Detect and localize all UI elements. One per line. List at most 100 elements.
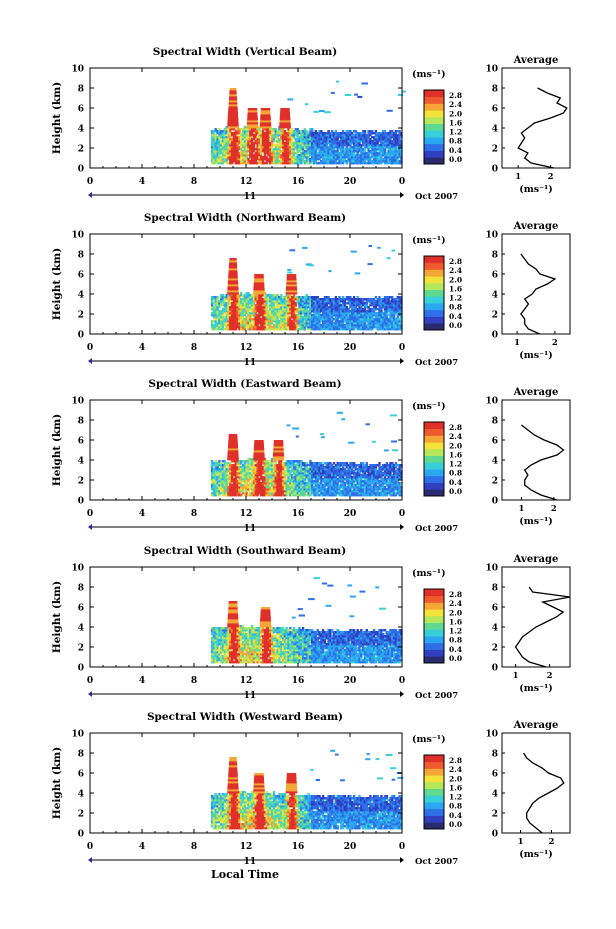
heatmap-cell — [272, 318, 276, 321]
heatmap-cell — [227, 314, 230, 317]
heatmap-cell — [369, 160, 372, 163]
heatmap-cell — [236, 480, 239, 483]
heatmap-cell — [210, 320, 214, 323]
heatmap-cell — [371, 328, 374, 331]
heatmap-cell — [356, 132, 359, 135]
heatmap-cell — [276, 308, 279, 311]
heatmap-cell — [272, 154, 276, 157]
heatmap-cell — [265, 148, 268, 151]
heatmap-cell — [214, 144, 217, 147]
heatmap-cell — [334, 142, 338, 145]
heatmap-cell — [280, 300, 283, 303]
heatmap-cell — [214, 156, 217, 159]
heatmap-cell — [345, 144, 348, 147]
heatmap-cell — [296, 148, 299, 151]
heatmap-cell — [383, 136, 387, 139]
heatmap-cell — [323, 312, 327, 315]
heatmap-cell — [387, 156, 390, 159]
heatmap-cell — [321, 146, 325, 149]
heatmap-cell — [256, 482, 259, 485]
heatmap-cell — [296, 154, 299, 157]
heatmap-cell — [272, 492, 276, 495]
heatmap-cell — [309, 464, 312, 467]
heatmap-cell — [269, 328, 272, 331]
heatmap-cell — [216, 480, 219, 483]
heatmap-cell — [261, 138, 265, 141]
heatmap-cell — [225, 298, 228, 301]
heatmap-cell — [210, 144, 214, 147]
heatmap-cell — [400, 306, 403, 309]
heatmap-cell — [256, 300, 259, 303]
heatmap-cell — [387, 142, 390, 145]
heatmap-cell — [210, 300, 214, 303]
heatmap-cell — [398, 138, 401, 141]
heatmap-cell — [269, 130, 272, 133]
heatmap-cell — [278, 484, 281, 487]
heatmap-cell — [281, 128, 285, 131]
heatmap-cell — [228, 270, 238, 273]
heatmap-cell — [363, 326, 367, 329]
heatmap-cell — [252, 160, 256, 163]
heatmap-cell — [327, 132, 330, 135]
heatmap-cell — [256, 152, 259, 155]
heatmap-cell — [227, 324, 230, 327]
heatmap-cell — [367, 310, 370, 313]
heatmap-cell — [294, 302, 297, 305]
heatmap-cell — [230, 314, 234, 317]
heatmap-cell — [271, 488, 274, 491]
heatmap-cell — [254, 466, 257, 469]
heatmap-cell — [221, 486, 225, 489]
heatmap-cell — [391, 306, 394, 309]
heatmap-cell — [258, 470, 261, 473]
heatmap-cell — [234, 160, 237, 163]
heatmap-cell — [356, 156, 359, 159]
heatmap-cell — [309, 128, 312, 131]
heatmap-cell — [300, 160, 303, 163]
heatmap-cell — [281, 486, 285, 489]
heatmap-cell — [287, 462, 290, 465]
heatmap-cell — [289, 152, 292, 155]
heatmap-cell — [382, 154, 385, 157]
heatmap-cell — [223, 160, 226, 163]
heatmap-cell — [371, 304, 374, 307]
heatmap-cell — [221, 156, 225, 159]
heatmap-cell — [232, 154, 236, 157]
heatmap-cell — [356, 134, 359, 137]
heatmap-cell — [323, 158, 327, 161]
heatmap-cell — [360, 150, 363, 153]
heatmap-cell — [236, 304, 239, 307]
heatmap-cell — [254, 148, 257, 151]
heatmap-cell — [260, 136, 263, 139]
heatmap-cell — [265, 300, 268, 303]
heatmap-cell — [252, 462, 256, 465]
heatmap-cell — [221, 310, 225, 313]
heatmap-cell — [340, 478, 343, 481]
heatmap-cell — [301, 136, 305, 139]
heatmap-cell — [214, 460, 217, 463]
heatmap-cell — [323, 322, 327, 325]
heatmap-cell — [332, 144, 336, 147]
heatmap-cell — [351, 160, 354, 163]
heatmap-cell — [316, 464, 319, 467]
heatmap-cell — [340, 492, 343, 495]
heatmap-cell — [279, 116, 291, 119]
heatmap-cell — [341, 492, 345, 495]
heatmap-cell — [336, 310, 339, 313]
heatmap-cell — [383, 312, 387, 315]
heatmap-cell — [241, 320, 245, 323]
heatmap-cell — [260, 294, 263, 297]
heatmap-cell — [312, 160, 316, 163]
heatmap-cell — [360, 322, 363, 325]
heatmap-cell — [291, 310, 294, 313]
heatmap-cell — [247, 302, 250, 305]
heatmap-cell — [289, 492, 292, 495]
heatmap-cell — [265, 318, 268, 321]
heatmap-cell — [389, 132, 392, 135]
heatmap-cell — [283, 320, 287, 323]
heatmap-cell — [227, 462, 230, 465]
heatmap-cell — [378, 324, 381, 327]
heatmap-cell — [296, 482, 299, 485]
heatmap-cell — [358, 322, 361, 325]
heatmap-cell — [261, 140, 265, 143]
heatmap-cell — [296, 144, 299, 147]
